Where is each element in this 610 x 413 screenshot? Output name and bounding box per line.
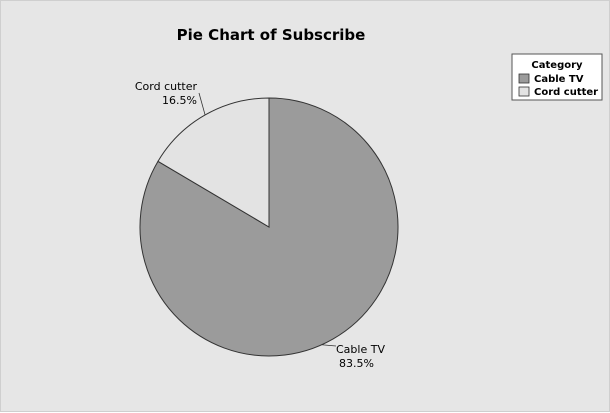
legend: Category Cable TV Cord cutter xyxy=(511,53,603,101)
slice-label-pct-cable-tv: 83.5% xyxy=(339,357,374,370)
legend-swatch-cord-cutter xyxy=(518,86,530,97)
slice-label-name-cable-tv: Cable TV xyxy=(336,343,385,356)
slice-label-pct-cord-cutter: 16.5% xyxy=(162,94,197,107)
leader-line-cord-cutter xyxy=(198,92,206,116)
legend-swatch-cable-tv xyxy=(518,73,530,84)
pie-slices xyxy=(139,97,399,357)
chart-title: Pie Chart of Subscribe xyxy=(177,26,366,44)
legend-label-cable-tv: Cable TV xyxy=(534,74,584,85)
pie-slice-cord-cutter xyxy=(157,97,270,228)
legend-label-cord-cutter: Cord cutter xyxy=(534,87,598,98)
legend-title: Category xyxy=(531,60,583,71)
leader-line-cable-tv xyxy=(321,344,337,347)
slice-label-name-cord-cutter: Cord cutter xyxy=(135,80,198,93)
